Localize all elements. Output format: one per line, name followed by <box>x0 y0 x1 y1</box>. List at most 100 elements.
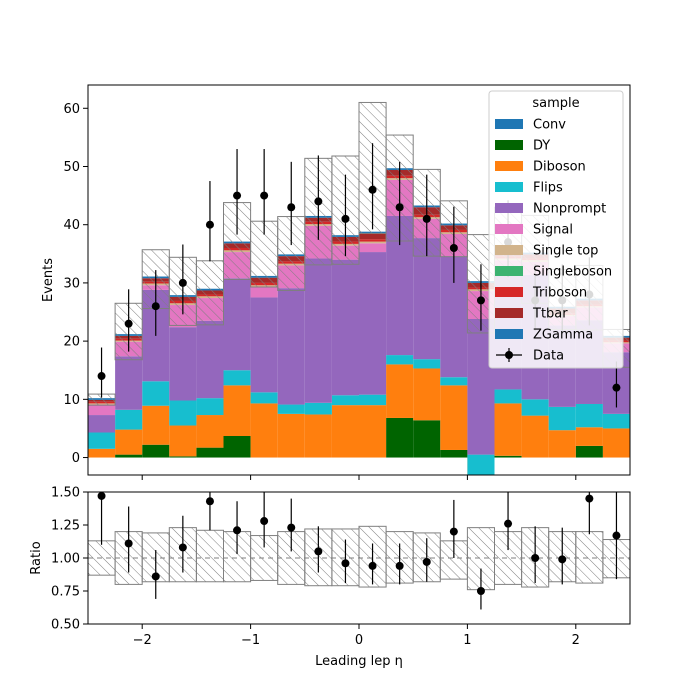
legend-swatch <box>495 266 523 276</box>
main-axes: 0 10 20 30 40 50 60 <box>63 84 631 480</box>
bar-flips <box>277 404 305 414</box>
legend-swatch <box>495 140 523 150</box>
bar-diboson <box>331 405 359 458</box>
bar-diboson <box>196 415 224 448</box>
bar-dy <box>115 454 143 458</box>
legend-swatch <box>495 203 523 213</box>
bar-single-top <box>359 241 387 244</box>
bar-flips <box>142 381 170 406</box>
bar-triboson <box>359 239 387 242</box>
ratio-uncertainty-band <box>88 525 630 591</box>
ratio-point <box>422 557 431 566</box>
data-point <box>395 203 404 212</box>
legend-label: Conv <box>533 118 566 133</box>
legend-swatch <box>495 224 523 234</box>
bar-dy <box>413 420 441 458</box>
ratio-point <box>558 555 567 564</box>
legend-label: DY <box>533 139 550 154</box>
ratio-point <box>178 543 187 552</box>
legend-label: Nonprompt <box>533 202 606 217</box>
x-tick-label: 0 <box>355 633 363 648</box>
ratio-y-tick-label: 1.00 <box>51 552 80 567</box>
x-axis-label: Leading lep η <box>315 654 403 669</box>
bar-diboson <box>521 415 549 458</box>
bar-flips <box>413 359 441 369</box>
bar-signal <box>359 243 387 253</box>
bar-nonprompt <box>359 252 387 395</box>
data-point <box>476 296 485 305</box>
legend-label: Ttbar <box>532 307 568 322</box>
bar-dy <box>169 456 197 458</box>
bar-flips <box>467 454 495 475</box>
legend-label: Flips <box>533 181 563 196</box>
bar-dy <box>142 444 170 458</box>
x-tick-label: 2 <box>572 633 580 648</box>
bar-diboson <box>250 403 278 458</box>
legend-swatch-data <box>505 351 513 359</box>
legend-swatch <box>495 329 523 339</box>
legend-label: Singleboson <box>533 265 612 280</box>
ratio-point <box>233 526 242 535</box>
bar-nonprompt <box>304 258 332 403</box>
ratio-point <box>151 572 160 581</box>
bar-flips <box>115 409 143 430</box>
bar-diboson <box>223 385 251 436</box>
data-point <box>422 214 431 223</box>
bar-diboson <box>413 368 441 421</box>
ratio-point <box>585 494 594 503</box>
bar-flips <box>250 392 278 404</box>
bar-diboson <box>304 414 332 458</box>
x-tick-label: −2 <box>133 633 152 648</box>
data-point <box>233 191 242 200</box>
main-y-tick-label: 10 <box>63 393 80 408</box>
ratio-point <box>287 523 296 532</box>
ratio-point <box>449 527 458 536</box>
bar-nonprompt <box>413 238 441 360</box>
ratio-point <box>504 519 513 528</box>
legend-label: Triboson <box>532 286 587 301</box>
bar-diboson <box>575 427 603 446</box>
legend-swatch <box>495 245 523 255</box>
legend-label: ZGamma <box>533 328 593 343</box>
bar-ttbar <box>359 233 387 240</box>
data-point <box>287 203 296 212</box>
bar-diboson <box>494 403 522 456</box>
bar-diboson <box>359 405 387 458</box>
bar-flips <box>196 398 224 416</box>
bar-nonprompt <box>223 278 251 371</box>
bar-dy <box>440 449 468 458</box>
data-point <box>178 278 187 287</box>
data-point <box>151 302 160 311</box>
bar-nonprompt <box>169 327 197 401</box>
bar-diboson <box>142 405 170 445</box>
ratio-point <box>368 561 377 570</box>
ratio-y-tick-label: 0.75 <box>51 585 80 600</box>
bar-diboson <box>277 413 305 458</box>
main-y-tick-label: 60 <box>63 102 80 117</box>
data-point <box>449 243 458 252</box>
data-point <box>341 214 350 223</box>
bar-diboson <box>548 430 576 458</box>
bar-nonprompt <box>115 356 143 410</box>
bar-flips <box>169 400 197 426</box>
bar-flips <box>602 413 630 429</box>
legend-swatch <box>495 308 523 318</box>
bar-dy <box>223 436 251 458</box>
legend-swatch <box>495 119 523 129</box>
bar-dy <box>196 447 224 458</box>
bar-diboson <box>115 429 143 455</box>
legend-title: sample <box>532 96 579 111</box>
main-y-tick-label: 20 <box>63 335 80 350</box>
bar-nonprompt <box>277 288 305 405</box>
legend: sample Conv DY Diboson Flips Nonprompt Signal… <box>488 90 624 369</box>
bar-flips <box>494 389 522 404</box>
legend-entries: Conv DY Diboson Flips Nonprompt Signal Single … <box>495 118 612 364</box>
bar-dy <box>386 417 414 458</box>
ratio-point <box>531 554 540 562</box>
bar-diboson <box>440 385 468 450</box>
bar-flips <box>223 370 251 386</box>
bar-diboson <box>169 425 197 457</box>
x-tick-label: 1 <box>463 633 471 648</box>
data-point <box>260 191 269 200</box>
